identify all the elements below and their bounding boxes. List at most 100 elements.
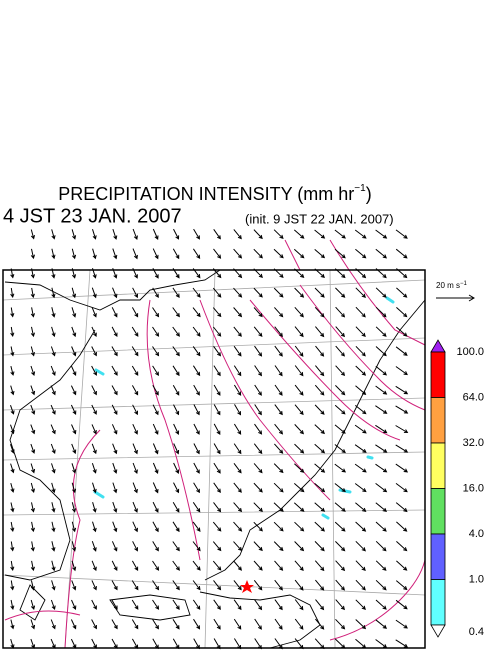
wind-arrow — [132, 462, 138, 474]
wind-arrow — [131, 307, 139, 318]
wind-arrow — [152, 541, 159, 552]
wind-arrow — [355, 365, 367, 376]
wind-arrow — [193, 443, 200, 455]
wind-arrow — [30, 229, 35, 240]
wind-arrow — [395, 385, 409, 395]
wind-arrow — [273, 502, 284, 512]
wind-arrow — [314, 306, 325, 318]
wind-arrow — [354, 424, 367, 434]
wind-arrow — [71, 560, 77, 572]
wind-arrow — [30, 424, 36, 435]
wind-arrow — [112, 482, 118, 494]
wind-arrow — [294, 424, 305, 435]
wind-arrow — [71, 326, 77, 338]
wind-arrow — [172, 287, 180, 298]
wind-arrow — [51, 307, 56, 318]
wind-arrow — [253, 463, 263, 474]
wind-arrow — [10, 326, 15, 338]
wind-arrow — [10, 619, 15, 630]
wind-arrow — [131, 638, 139, 649]
colorbar-label: 16.0 — [463, 482, 484, 494]
wind-arrow — [233, 229, 242, 240]
wind-arrow — [30, 619, 36, 630]
wind-arrow — [395, 502, 408, 513]
wind-arrow — [233, 580, 242, 591]
wind-arrow — [132, 443, 138, 455]
wind-arrow — [395, 580, 408, 591]
wind-arrow — [71, 287, 77, 299]
wind-arrow — [315, 345, 325, 357]
colorbar-segment — [430, 351, 446, 398]
wind-arrow — [294, 463, 305, 473]
wind-arrow — [335, 306, 346, 318]
wind-arrow — [172, 248, 180, 260]
wind-arrow — [233, 482, 242, 493]
wind-arrow — [335, 326, 345, 338]
wind-arrow — [355, 599, 366, 610]
rain-patch — [321, 513, 330, 520]
wind-arrow — [30, 346, 35, 357]
wind-arrow — [152, 560, 160, 571]
wind-arrow — [395, 229, 408, 239]
coast-japan-north — [204, 299, 426, 581]
wind-arrow — [375, 424, 388, 434]
wind-arrow — [111, 424, 118, 435]
wind-arrow — [233, 618, 242, 630]
wind-arrow — [335, 541, 346, 552]
wind-arrow — [334, 502, 346, 512]
wind-arrow — [395, 366, 408, 376]
wind-arrow — [335, 579, 345, 591]
wind-arrow — [50, 638, 56, 649]
wind-arrow — [294, 521, 305, 532]
wind-arrow — [233, 521, 243, 532]
wind-arrow — [172, 580, 180, 591]
wind-scale-arrow — [436, 294, 475, 302]
colorbar-top-triangle — [430, 339, 446, 353]
wind-arrow — [213, 638, 221, 650]
wind-arrow — [71, 482, 77, 494]
wind-arrow — [30, 307, 35, 318]
colorbar-label: 32.0 — [463, 437, 484, 449]
wind-arrow — [254, 423, 263, 435]
wind-arrow — [10, 287, 15, 299]
wind-arrow — [375, 346, 387, 357]
wind-arrow — [10, 638, 15, 649]
wind-arrow — [91, 638, 97, 649]
wind-arrow — [152, 462, 159, 474]
wind-arrow — [213, 599, 221, 611]
wind-arrow — [192, 346, 201, 357]
wind-arrow — [30, 385, 36, 396]
wind-arrow — [314, 502, 326, 512]
wind-arrow — [334, 404, 346, 415]
wind-arrow — [131, 619, 139, 630]
wind-arrow — [233, 423, 242, 435]
wind-arrow — [314, 229, 326, 239]
wind-arrow — [274, 307, 284, 318]
wind-arrow — [315, 599, 325, 611]
wind-arrow — [132, 228, 138, 240]
wind-arrow — [375, 405, 388, 414]
isobar — [146, 299, 201, 561]
wind-arrow — [315, 365, 325, 377]
wind-arrow — [335, 345, 345, 357]
wind-arrow — [335, 287, 346, 298]
wind-arrow — [71, 502, 77, 513]
wind-arrow — [273, 521, 284, 532]
isobar — [4, 610, 81, 621]
wind-arrow — [91, 619, 97, 630]
wind-arrow — [71, 346, 77, 357]
wind-arrow — [192, 580, 201, 591]
wind-arrow — [70, 619, 77, 630]
wind-arrow — [314, 384, 325, 396]
wind-arrow — [51, 580, 56, 591]
wind-arrow — [132, 404, 138, 416]
wind-arrow — [233, 502, 243, 513]
wind-arrow — [71, 463, 77, 474]
wind-arrow — [233, 638, 242, 650]
wind-arrow — [152, 638, 159, 650]
wind-arrow — [395, 599, 408, 610]
wind-arrow — [10, 385, 15, 396]
wind-arrow — [91, 443, 97, 455]
wind-arrow — [355, 579, 366, 591]
wind-arrow — [71, 541, 77, 552]
